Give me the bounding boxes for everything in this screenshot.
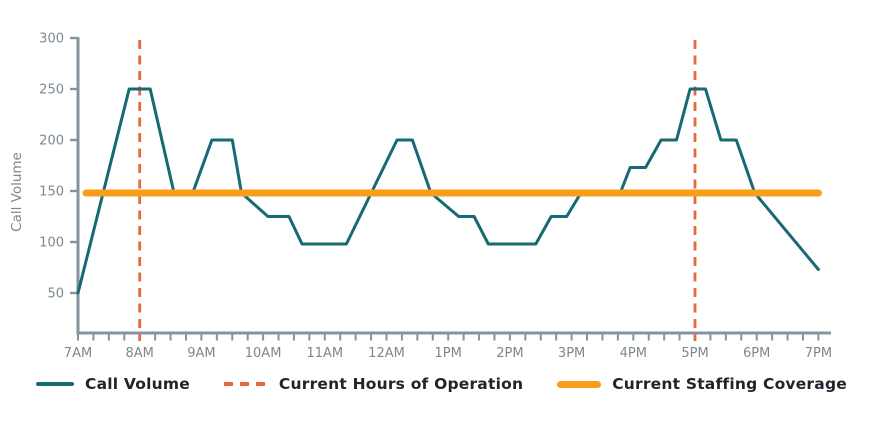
legend-label-staffing-coverage: Current Staffing Coverage [612, 375, 847, 393]
y-axis-title: Call Volume [9, 152, 25, 232]
x-tick-label: 1PM [435, 346, 462, 361]
y-tick-label: 100 [39, 236, 64, 251]
x-tick-label: 8AM [126, 346, 154, 361]
chart-legend: Call Volume Current Hours of Operation C… [0, 375, 883, 393]
legend-label-hours-of-operation: Current Hours of Operation [278, 375, 524, 393]
x-tick-label: 2PM [496, 346, 523, 361]
legend-item-call-volume: Call Volume [36, 375, 190, 393]
y-tick-label: 150 [39, 185, 64, 200]
staffing-coverage-thick-swatch-icon [557, 380, 602, 388]
x-tick-label: 5PM [681, 346, 708, 361]
x-tick-label: 9AM [187, 346, 215, 361]
x-tick-label: 11AM [306, 346, 343, 361]
x-tick-label: 7AM [64, 346, 92, 361]
call-volume-line-swatch-icon [36, 382, 75, 386]
x-tick-label: 4PM [620, 346, 647, 361]
legend-label-call-volume: Call Volume [85, 375, 190, 393]
x-tick-label: 6PM [743, 346, 770, 361]
chart-plot-area: 50 100 150 200 250 300 7AM 8AM 9AM 10AM 11AM 12AM 1P… [9, 32, 832, 362]
x-tick-label: 3PM [558, 346, 585, 361]
x-tick-label: 12AM [368, 346, 405, 361]
legend-item-staffing-coverage: Current Staffing Coverage [557, 375, 847, 393]
y-tick-label: 250 [39, 83, 64, 98]
y-tick-label: 50 [47, 287, 64, 302]
legend-item-hours-of-operation: Current Hours of Operation [223, 375, 524, 393]
call-volume-line [76, 87, 820, 295]
x-tick-label: 10AM [245, 346, 282, 361]
y-tick-label: 200 [39, 134, 64, 149]
hours-of-operation-dashed-swatch-icon [223, 382, 268, 386]
y-tick-label: 300 [39, 32, 64, 47]
x-tick-label: 7PM [805, 346, 832, 361]
